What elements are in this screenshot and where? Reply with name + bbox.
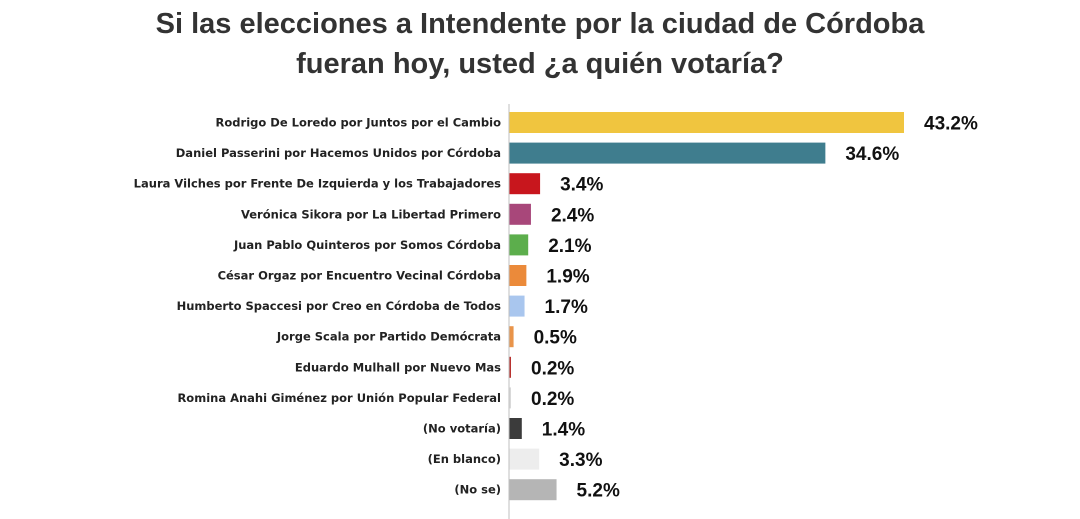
category-label: César Orgaz por Encuentro Vecinal Córdob… — [218, 269, 501, 283]
value-label: 1.4% — [542, 420, 585, 441]
value-label: 34.6% — [845, 144, 899, 165]
chart-title: Si las elecciones a Intendente por la ci… — [0, 4, 1080, 84]
bar — [509, 418, 522, 439]
value-label: 5.2% — [577, 481, 620, 502]
category-label: Humberto Spaccesi por Creo en Córdoba de… — [177, 299, 502, 313]
value-label: 0.2% — [531, 358, 574, 379]
value-label: 3.3% — [559, 450, 602, 471]
category-label: Laura Vilches por Frente De Izquierda y … — [134, 177, 501, 191]
value-label: 0.2% — [531, 389, 574, 410]
value-label: 2.4% — [551, 205, 594, 226]
bar — [509, 234, 529, 256]
bar — [509, 479, 557, 501]
bar — [509, 326, 514, 348]
value-label: 0.5% — [534, 328, 577, 349]
bar — [509, 173, 541, 195]
category-label: Verónica Sikora por La Libertad Primero — [241, 207, 501, 221]
bar — [509, 356, 511, 378]
category-label: Romina Anahi Giménez por Unión Popular F… — [177, 391, 501, 405]
category-label: Eduardo Mulhall por Nuevo Mas — [295, 360, 501, 374]
value-label: 3.4% — [560, 175, 603, 196]
category-label: (No votaría) — [423, 422, 501, 436]
value-label: 1.7% — [545, 297, 588, 318]
category-label: (No se) — [454, 483, 501, 497]
bar — [509, 448, 540, 470]
bar — [509, 295, 525, 317]
chart-title-line-1: Si las elecciones a Intendente por la ci… — [155, 8, 925, 40]
category-label: Juan Pablo Quinteros por Somos Córdoba — [233, 238, 501, 252]
bar — [509, 142, 826, 164]
bar — [509, 265, 527, 286]
bar — [509, 112, 904, 133]
category-label: (En blanco) — [428, 452, 501, 466]
value-label: 2.1% — [548, 236, 591, 257]
bar — [509, 203, 531, 225]
value-label: 43.2% — [924, 114, 978, 135]
category-label: Daniel Passerini por Hacemos Unidos por … — [176, 146, 501, 160]
chart-title-line-2: fueran hoy, usted ¿a quién votaría? — [296, 48, 784, 80]
bars-layer: Rodrigo De Loredo por Juntos por el Camb… — [134, 112, 978, 502]
category-label: Jorge Scala por Partido Demócrata — [276, 330, 501, 344]
bar — [509, 387, 511, 409]
category-label: Rodrigo De Loredo por Juntos por el Camb… — [216, 116, 502, 130]
value-label: 1.9% — [546, 267, 589, 288]
